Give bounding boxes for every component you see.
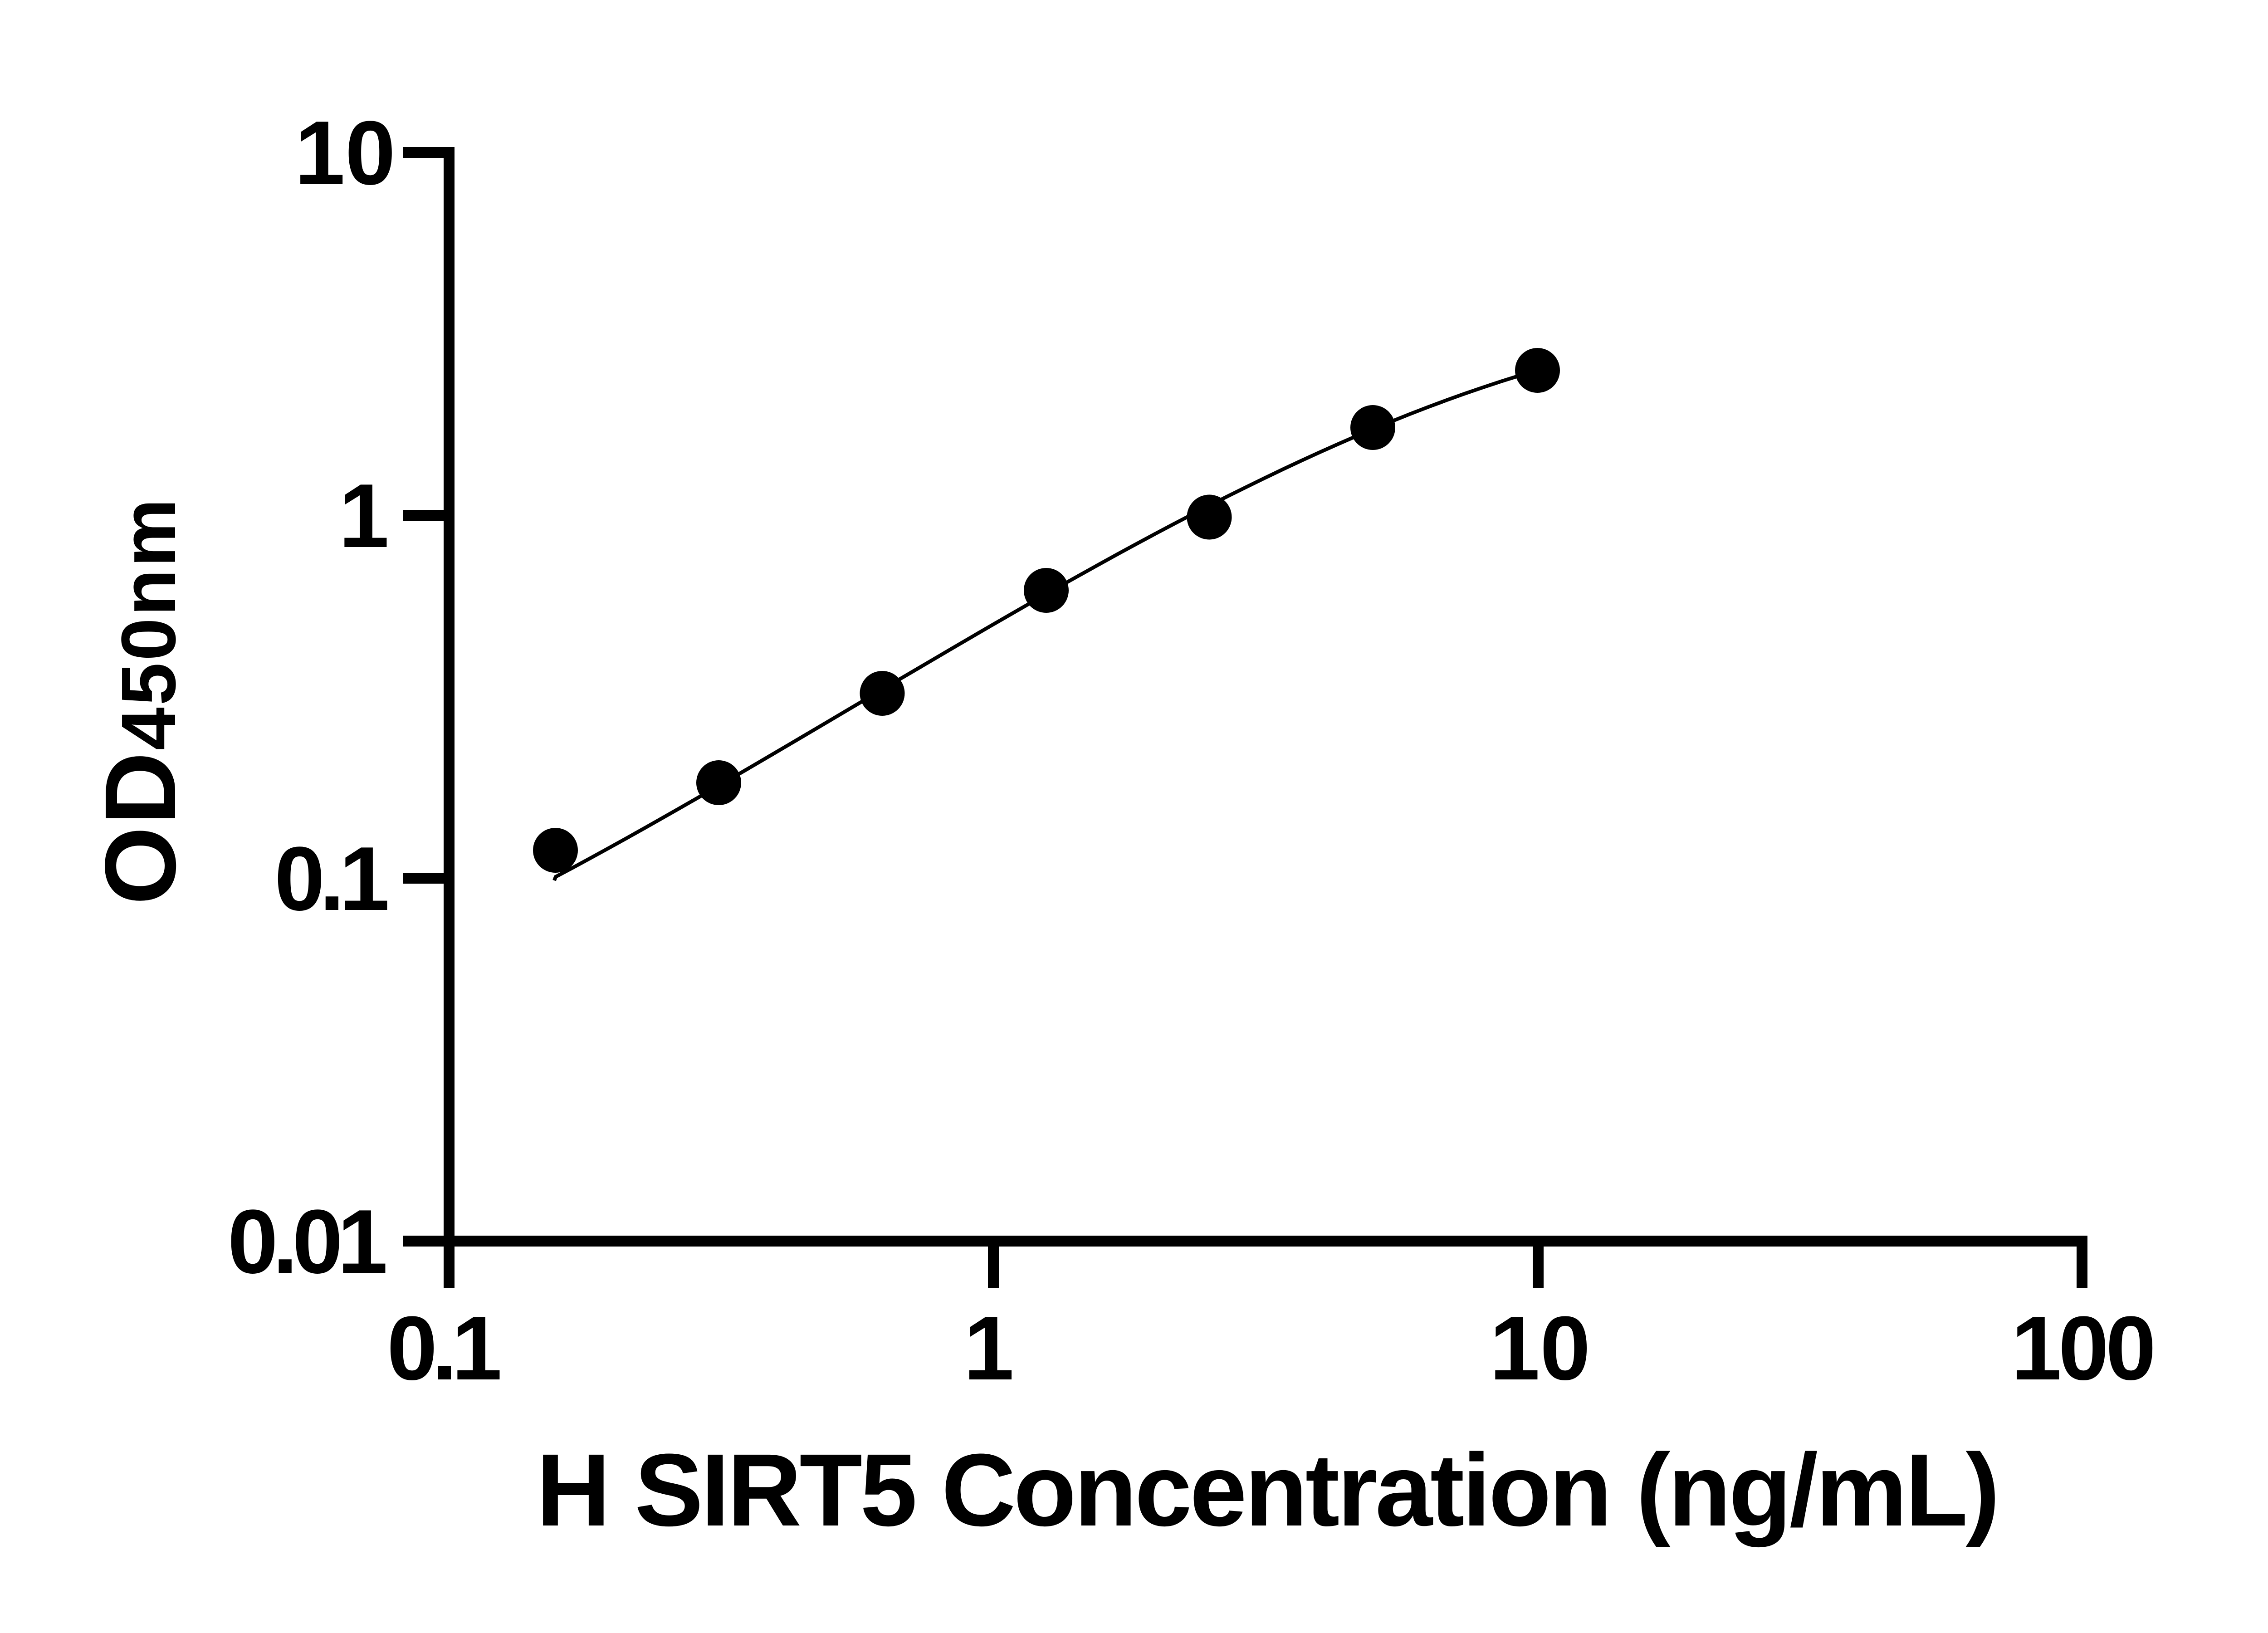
svg-text:0.1: 0.1 (274, 828, 387, 929)
svg-text:0.1: 0.1 (387, 1298, 500, 1399)
svg-text:10: 10 (295, 103, 396, 204)
svg-text:1: 1 (339, 465, 389, 567)
svg-text:100: 100 (2011, 1298, 2153, 1399)
svg-text:OD450nm: OD450nm (84, 497, 197, 905)
svg-text:1: 1 (963, 1298, 1014, 1399)
svg-text:0.01: 0.01 (228, 1191, 386, 1292)
svg-text:H SIRT5 Concentration (ng/mL): H SIRT5 Concentration (ng/mL) (536, 1433, 1998, 1548)
svg-text:10: 10 (1490, 1298, 1590, 1399)
